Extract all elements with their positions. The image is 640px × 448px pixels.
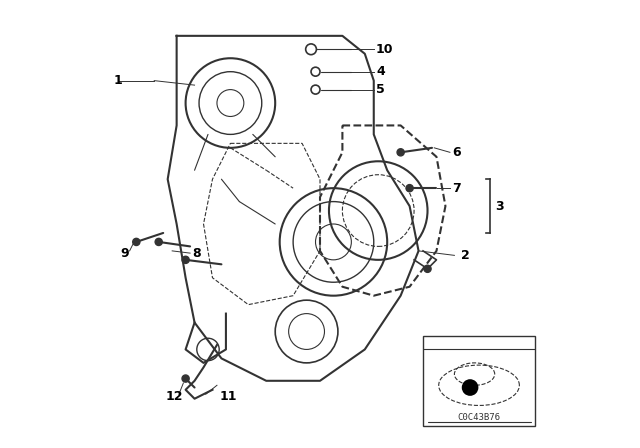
Circle shape	[182, 375, 189, 382]
Text: 10: 10	[376, 43, 394, 56]
Text: 11: 11	[220, 390, 237, 403]
Text: 4: 4	[376, 65, 385, 78]
Text: 2: 2	[461, 249, 470, 262]
Circle shape	[397, 149, 404, 156]
Text: 5: 5	[376, 83, 385, 96]
Circle shape	[406, 185, 413, 192]
Text: 7: 7	[452, 181, 461, 195]
Circle shape	[132, 238, 140, 246]
Text: 8: 8	[192, 246, 201, 260]
Text: 1: 1	[114, 74, 123, 87]
Text: 12: 12	[165, 390, 183, 403]
Text: 6: 6	[452, 146, 461, 159]
Text: 9: 9	[121, 246, 129, 260]
Text: C0C43B76: C0C43B76	[458, 414, 500, 422]
Circle shape	[155, 238, 163, 246]
Circle shape	[182, 256, 189, 263]
Circle shape	[463, 380, 477, 395]
Circle shape	[424, 265, 431, 272]
Bar	[423, 336, 535, 426]
Text: 3: 3	[495, 199, 503, 213]
